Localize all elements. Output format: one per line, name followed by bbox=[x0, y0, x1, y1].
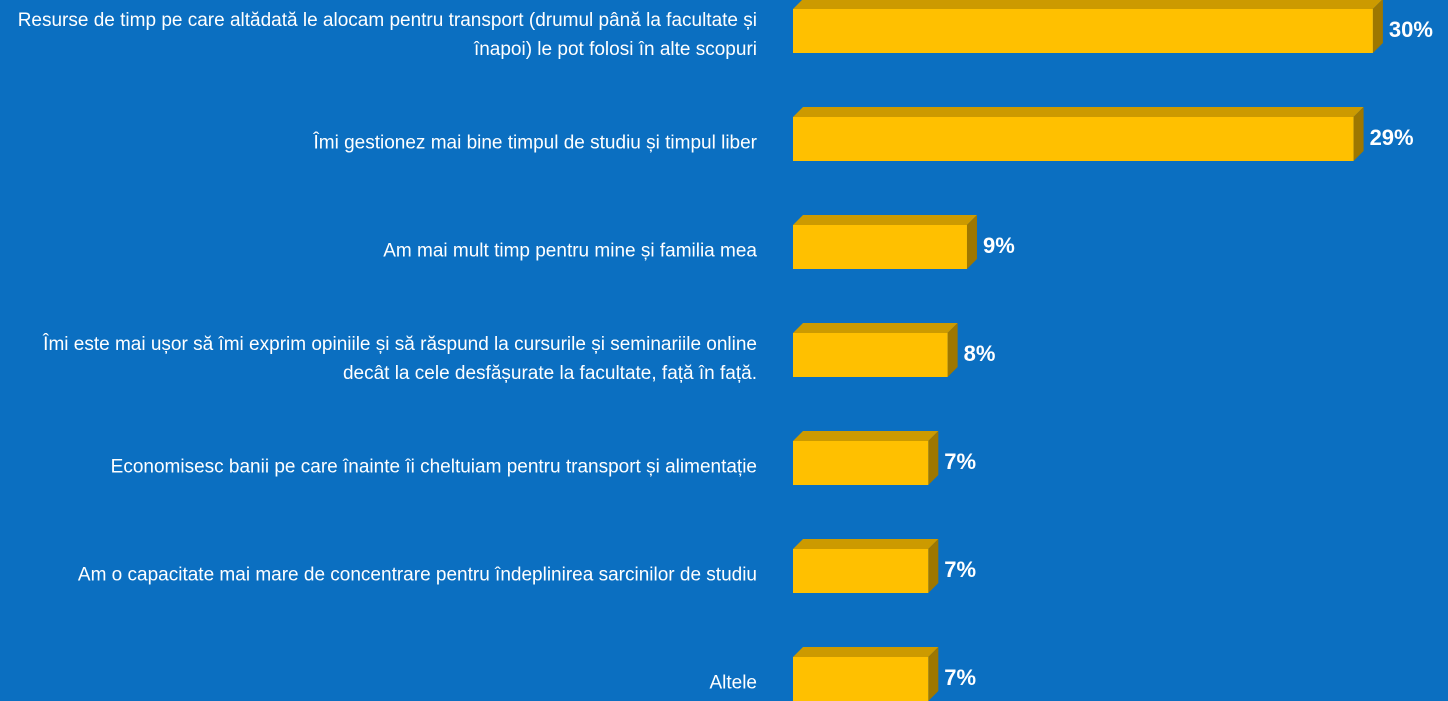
value-label: 29% bbox=[1370, 125, 1414, 150]
value-label: 30% bbox=[1389, 17, 1433, 42]
category-label: Economisesc banii pe care înainte îi che… bbox=[0, 453, 757, 482]
value-label: 7% bbox=[944, 665, 976, 690]
category-label: Am o capacitate mai mare de concentrare … bbox=[0, 561, 757, 590]
bar bbox=[793, 9, 1373, 53]
bar bbox=[793, 657, 928, 701]
bar-top bbox=[793, 215, 977, 225]
value-label: 9% bbox=[983, 233, 1015, 258]
category-label: Am mai mult timp pentru mine și familia … bbox=[0, 237, 757, 266]
value-label: 7% bbox=[944, 449, 976, 474]
bar-top bbox=[793, 647, 938, 657]
bar-top bbox=[793, 0, 1383, 9]
bar bbox=[793, 225, 967, 269]
bar-top bbox=[793, 431, 938, 441]
bar-side bbox=[1373, 0, 1383, 53]
bar bbox=[793, 441, 928, 485]
category-label: Îmi gestionez mai bine timpul de studiu … bbox=[0, 129, 757, 158]
category-label: Altele bbox=[0, 669, 757, 698]
bar-top bbox=[793, 539, 938, 549]
bar bbox=[793, 549, 928, 593]
page: 30%29%9%8%7%7%7% (() => { const data = J… bbox=[0, 0, 1448, 701]
category-label: Îmi este mai ușor să îmi exprim opiniile… bbox=[0, 330, 757, 388]
bar-top bbox=[793, 107, 1364, 117]
category-label: Resurse de timp pe care altădată le aloc… bbox=[0, 6, 757, 64]
value-label: 8% bbox=[964, 341, 996, 366]
value-label: 7% bbox=[944, 557, 976, 582]
bar-top bbox=[793, 323, 958, 333]
bar bbox=[793, 333, 948, 377]
bar bbox=[793, 117, 1354, 161]
